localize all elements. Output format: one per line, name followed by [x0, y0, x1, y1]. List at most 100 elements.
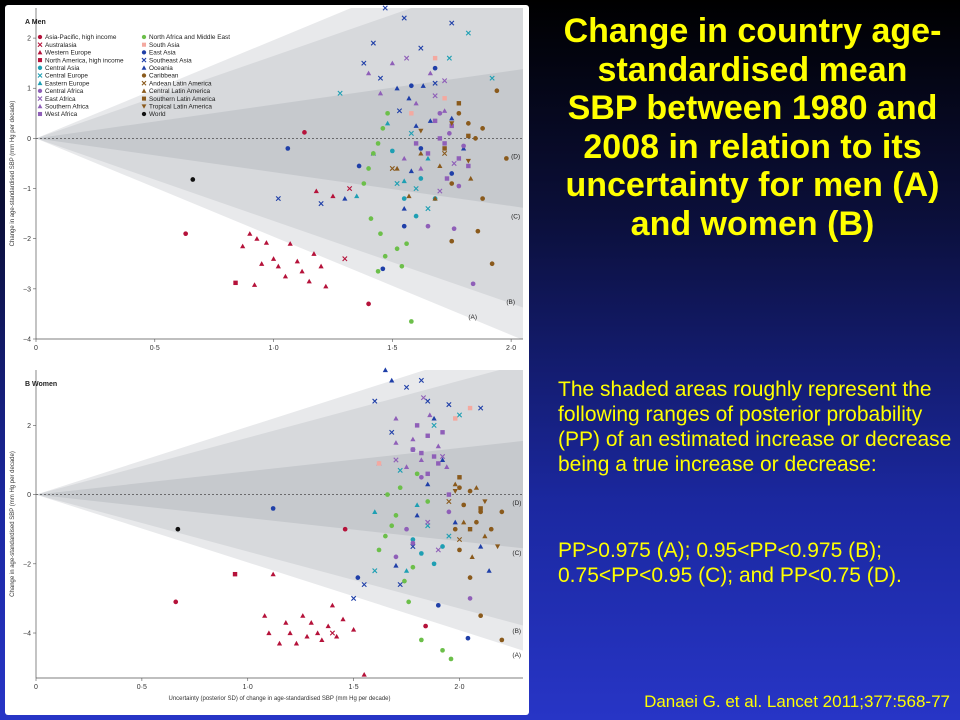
data-point	[432, 118, 438, 124]
data-point	[175, 526, 181, 532]
legend-marker	[141, 65, 147, 70]
legend-item: North America, high income	[37, 57, 124, 64]
data-point	[396, 108, 403, 114]
data-point	[478, 506, 483, 511]
legend-marker	[37, 65, 43, 70]
legend-item: Andean Latin America	[141, 80, 212, 87]
panel-title: Women	[32, 381, 57, 388]
legend-marker	[141, 50, 147, 55]
figure-panel: 2 1 0 −1 −2 −3 −4 0 0·5 1·0 1·5 2·0 A Men Change in a…	[5, 5, 529, 715]
data-point	[431, 422, 437, 428]
data-point	[446, 509, 452, 515]
data-point	[418, 45, 424, 51]
x-tick-label: 2·0	[506, 345, 516, 352]
data-point	[440, 647, 445, 653]
data-point	[431, 454, 437, 459]
data-point	[420, 83, 426, 88]
chart-panel-B: 2 0 −2 −4 0 0·5 1·0 1·5 2·0 B Women Change in age-…	[10, 367, 523, 702]
data-point	[401, 15, 407, 21]
legend-marker	[141, 42, 147, 47]
legend-marker	[141, 104, 147, 109]
data-point	[382, 5, 388, 11]
data-point	[440, 544, 445, 549]
data-point	[409, 111, 414, 116]
data-point	[393, 554, 399, 560]
legend-marker	[141, 73, 147, 78]
legend-item: Western Europe	[37, 50, 92, 57]
data-points	[183, 5, 509, 324]
zone-label: (C)	[511, 214, 520, 221]
data-point	[361, 581, 367, 588]
data-point	[173, 599, 179, 605]
legend-marker	[141, 88, 147, 93]
data-point	[446, 402, 452, 408]
data-point	[282, 273, 289, 279]
legend-marker	[37, 42, 43, 48]
data-point	[410, 543, 416, 550]
data-point	[482, 499, 488, 505]
data-point	[456, 536, 463, 543]
data-point	[437, 188, 443, 194]
data-point	[342, 195, 348, 201]
y-tick-label: −4	[23, 631, 31, 638]
data-point	[361, 671, 367, 677]
data-point	[401, 206, 407, 211]
zone-label: (B)	[506, 299, 515, 306]
data-point	[393, 513, 399, 518]
data-point	[449, 171, 455, 176]
legend-marker	[37, 96, 43, 102]
data-point	[442, 108, 448, 113]
data-point	[394, 85, 400, 91]
x-tick-label: 1·0	[243, 684, 253, 691]
data-point	[394, 246, 400, 252]
data-point	[319, 637, 325, 643]
data-point	[329, 602, 336, 608]
data-point	[263, 240, 270, 245]
data-point	[190, 177, 196, 182]
data-point	[423, 623, 428, 629]
data-point	[432, 93, 438, 99]
data-point	[259, 261, 265, 266]
data-point	[478, 613, 483, 619]
data-point	[361, 181, 367, 186]
legend-label: Caribbean	[149, 73, 179, 80]
data-point	[393, 415, 399, 421]
data-point	[254, 236, 260, 241]
y-axis-label: Change in age-standardised SBP (mm Hg pe…	[10, 101, 16, 247]
legend-marker	[37, 50, 43, 55]
data-point	[486, 568, 492, 573]
data-point	[247, 231, 253, 236]
data-point	[427, 118, 433, 123]
legend-marker	[141, 57, 147, 63]
data-point	[329, 630, 336, 636]
data-point	[404, 526, 409, 532]
data-point	[346, 185, 353, 192]
data-point	[435, 547, 441, 553]
panel-letter: B	[25, 381, 32, 388]
data-point	[413, 185, 419, 192]
legend-label: Oceania	[149, 65, 173, 72]
data-point	[366, 166, 371, 171]
data-point	[270, 256, 277, 261]
data-point	[442, 78, 448, 84]
data-point	[270, 571, 276, 577]
legend-label: South Asia	[149, 42, 180, 49]
data-point	[394, 165, 400, 171]
data-point	[276, 640, 283, 646]
legend-label: Southern Latin America	[149, 96, 216, 103]
data-point	[482, 533, 488, 539]
data-point	[356, 163, 362, 169]
data-point	[425, 471, 430, 477]
data-point	[299, 268, 305, 274]
data-point	[449, 20, 455, 26]
data-point	[287, 630, 293, 636]
data-point	[393, 440, 399, 445]
legend-marker	[37, 103, 43, 109]
data-point	[334, 633, 340, 639]
x-tick-label: 0	[34, 684, 38, 691]
legend-marker	[37, 80, 43, 86]
data-point	[389, 60, 395, 66]
data-point	[504, 156, 509, 161]
data-point	[432, 195, 438, 201]
data-point	[425, 481, 431, 487]
